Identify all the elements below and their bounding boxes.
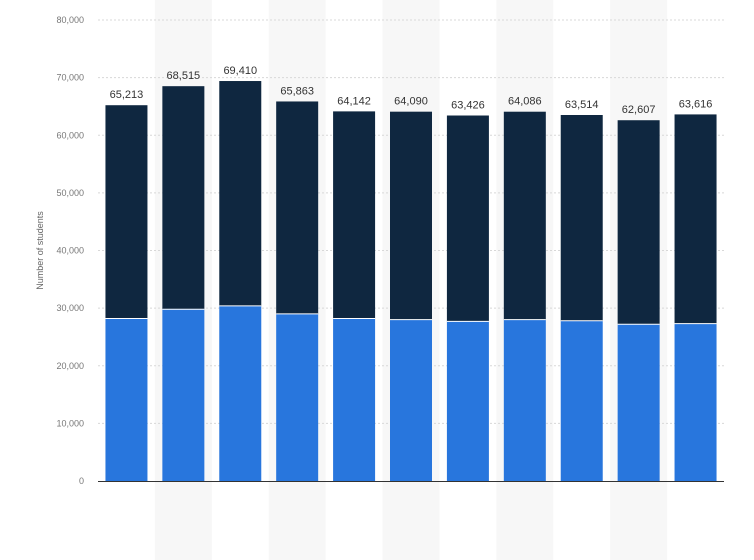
y-tick-label: 30,000 — [56, 303, 84, 313]
total-data-label: 63,616 — [679, 98, 713, 110]
y-tick-label: 50,000 — [56, 188, 84, 198]
total-data-label: 64,142 — [337, 95, 371, 107]
total-data-label: 65,213 — [110, 89, 144, 101]
y-tick-label: 20,000 — [56, 361, 84, 371]
bar-segment-series-2 — [105, 105, 148, 319]
bar-segment-series-2 — [503, 111, 546, 320]
bar-segment-series-2 — [219, 81, 262, 306]
bar-segment-series-1 — [105, 318, 148, 481]
bar-segment-series-2 — [333, 111, 376, 319]
bar-segment-series-2 — [446, 115, 489, 322]
y-tick-label: 40,000 — [56, 246, 84, 256]
bar-segment-series-2 — [276, 101, 319, 314]
total-data-label: 68,515 — [167, 70, 201, 82]
bar-segment-series-1 — [276, 313, 319, 481]
total-data-label: 69,410 — [223, 65, 257, 77]
bar-segment-series-1 — [503, 319, 546, 481]
bar-segment-series-2 — [390, 111, 432, 320]
total-data-label: 63,514 — [565, 99, 599, 111]
bar-segment-series-1 — [446, 321, 489, 481]
y-tick-label: 10,000 — [56, 418, 84, 428]
bar-segment-series-2 — [162, 86, 205, 310]
bar-segment-series-1 — [219, 305, 262, 481]
total-data-label: 65,863 — [280, 85, 314, 97]
y-axis-title: Number of students — [35, 211, 45, 290]
bar-segment-series-1 — [390, 319, 432, 481]
bar-segment-series-2 — [617, 120, 660, 325]
bar-segment-series-2 — [674, 114, 717, 324]
bar-segment-series-1 — [674, 323, 717, 481]
y-tick-label: 70,000 — [56, 73, 84, 83]
total-data-label: 62,607 — [622, 104, 656, 116]
total-data-label: 63,426 — [451, 100, 485, 112]
bar-segment-series-2 — [560, 115, 603, 321]
bar-segment-series-1 — [333, 318, 376, 481]
y-tick-label: 0 — [79, 476, 84, 486]
data-labels: 65,213 68,515 69,410 65,863 64,142 64,090 63,4… — [110, 65, 713, 116]
bar-segment-series-1 — [162, 309, 205, 481]
bars — [105, 81, 717, 481]
y-tick-label: 80,000 — [56, 15, 84, 25]
y-axis-ticks: 0 10,000 20,000 30,000 40,000 50,000 60,000 70,… — [56, 15, 84, 486]
total-data-label: 64,086 — [508, 96, 542, 108]
bar-segment-series-1 — [617, 324, 660, 481]
total-data-label: 64,090 — [394, 96, 428, 108]
bar-segment-series-1 — [560, 320, 603, 481]
y-tick-label: 60,000 — [56, 130, 84, 140]
